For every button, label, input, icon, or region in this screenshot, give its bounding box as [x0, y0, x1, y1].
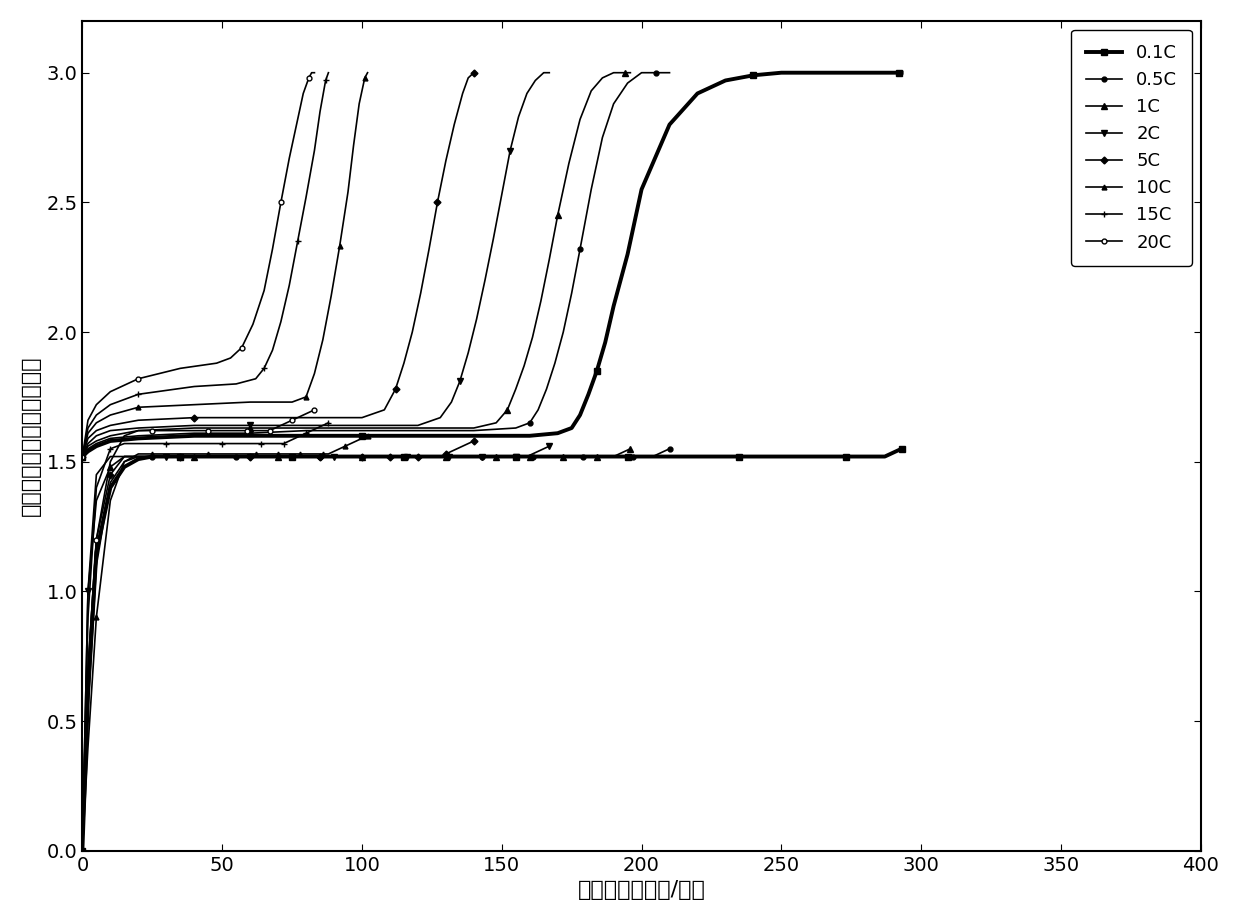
Legend: 0.1C, 0.5C, 1C, 2C, 5C, 10C, 15C, 20C: 0.1C, 0.5C, 1C, 2C, 5C, 10C, 15C, 20C [1071, 29, 1192, 266]
Y-axis label: 电压（伏，相对于金属锂）: 电压（伏，相对于金属锂） [21, 356, 41, 516]
X-axis label: 比容量（毫安时/克）: 比容量（毫安时/克） [578, 880, 706, 900]
